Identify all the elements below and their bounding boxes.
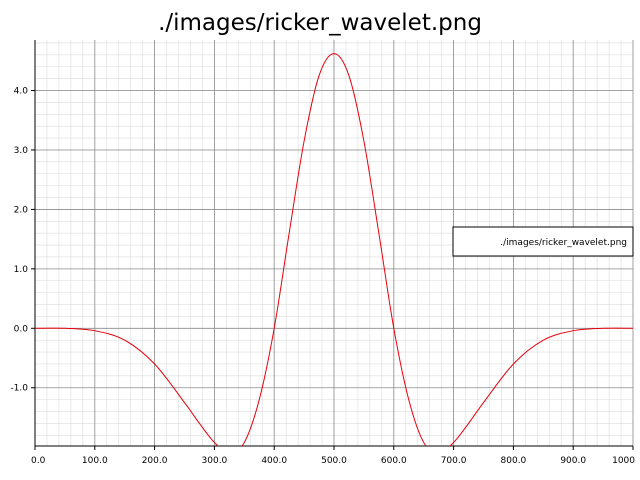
- y-tick-label: -1.0: [10, 384, 28, 394]
- series-layer: [35, 53, 633, 446]
- y-tick-label: 3.0: [14, 146, 29, 156]
- chart-title: ./images/ricker_wavelet.png: [158, 10, 482, 36]
- series-line: [35, 53, 633, 446]
- y-tick-label: 0.0: [14, 324, 29, 334]
- y-tick-label: 4.0: [14, 87, 29, 97]
- x-tick-label: 800.0: [501, 456, 527, 466]
- x-tick-label: 200.0: [142, 456, 168, 466]
- legend-box: [452, 226, 634, 257]
- legend: ./images/ricker_wavelet.png: [452, 226, 634, 257]
- x-tick-label: 900.0: [560, 456, 586, 466]
- axes: [31, 40, 634, 450]
- x-tick-label: 0.0: [31, 456, 46, 466]
- x-tick-label: 100.0: [82, 456, 108, 466]
- x-tick-label: 500.0: [321, 456, 347, 466]
- x-tick-label: 1000: [612, 456, 635, 466]
- x-tick-label: 700.0: [441, 456, 467, 466]
- x-tick-label: 600.0: [381, 456, 407, 466]
- x-tick-label: 400.0: [261, 456, 287, 466]
- x-tick-label: 300.0: [202, 456, 228, 466]
- y-tick-label: 1.0: [14, 265, 29, 275]
- tick-labels: 0.0 100.0 200.0 300.0 400.0 500.0 600.0 700.0 80…: [10, 87, 635, 466]
- y-tick-label: 2.0: [14, 205, 29, 215]
- legend-entry-label: ./images/ricker_wavelet.png: [500, 238, 627, 248]
